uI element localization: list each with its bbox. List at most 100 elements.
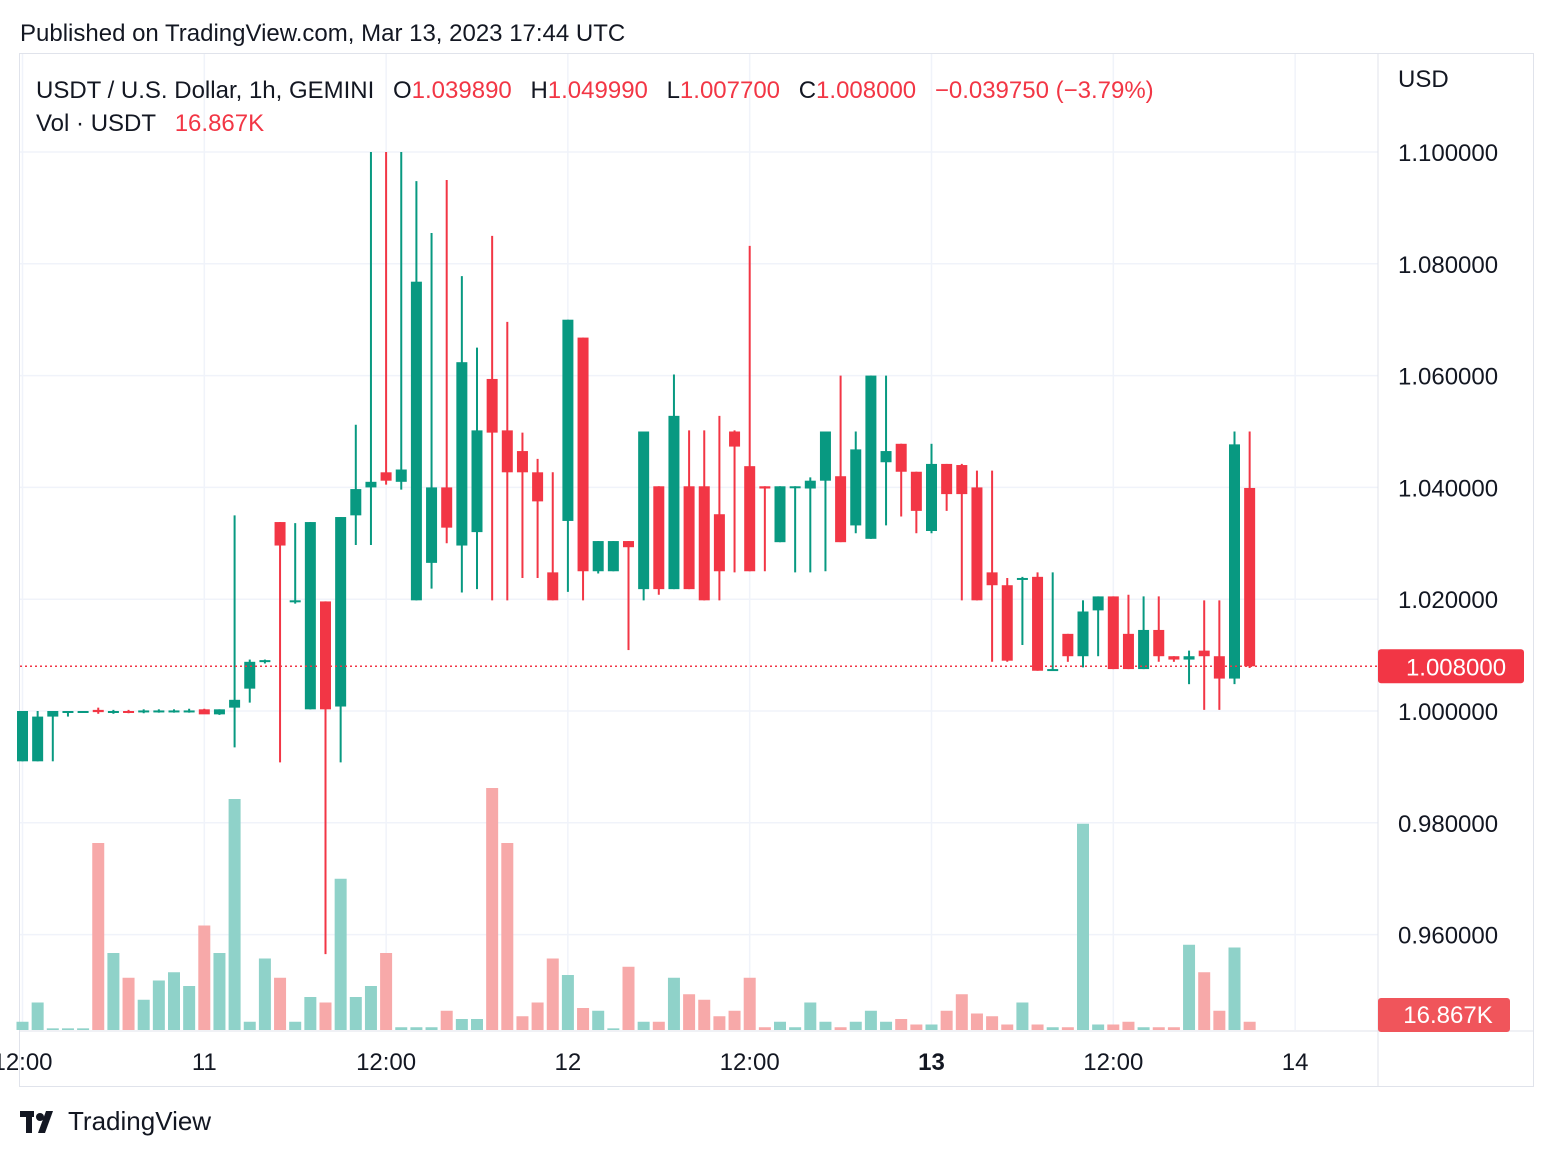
volume-bar: [1092, 1024, 1105, 1030]
published-note: Published on TradingView.com, Mar 13, 20…: [20, 20, 626, 47]
price-axis-labels: 1.100000 1.080000 1.060000 1.040000 1.020000…: [1398, 140, 1498, 950]
candle-body: [865, 375, 877, 539]
volume-bar: [349, 997, 362, 1030]
legend-symbol: USDT / U.S. Dollar, 1h, GEMINI: [36, 77, 375, 104]
brand-name: TradingView: [68, 1106, 212, 1136]
volume-bar: [122, 977, 135, 1030]
time-tick-label: 12:00: [720, 1049, 780, 1076]
candle-body: [441, 487, 453, 528]
price-tick-label: 0.960000: [1398, 923, 1498, 950]
candle-body: [320, 601, 331, 710]
candle-body: [1107, 596, 1119, 670]
candle-body: [668, 415, 680, 590]
volume-bar: [1016, 1002, 1029, 1030]
volume-bar: [213, 953, 226, 1030]
price-tick-label: 1.020000: [1398, 587, 1498, 614]
candle-body: [244, 661, 256, 689]
volume-bar: [652, 1021, 665, 1030]
candle-body: [1077, 611, 1089, 657]
candle-body: [486, 378, 498, 433]
volume-bar: [1137, 1027, 1150, 1030]
volume-bar: [622, 966, 635, 1030]
candle-body: [592, 541, 604, 572]
volume-bar: [940, 1010, 953, 1030]
legend-low-label: L: [666, 77, 680, 104]
candle-body: [547, 572, 559, 601]
volume-bar: [819, 1021, 832, 1030]
volume-bar: [713, 1016, 726, 1030]
volume-bar: [168, 972, 180, 1030]
candle-body: [17, 711, 28, 762]
price-tick-label: 1.060000: [1398, 364, 1498, 391]
legend-volume-value: 16.867K: [174, 110, 265, 137]
volume-bar: [849, 1021, 862, 1030]
time-tick-label: 13: [918, 1049, 945, 1076]
candle-body: [168, 710, 180, 713]
volume-bar: [698, 999, 711, 1030]
candle-body: [1016, 577, 1028, 580]
volume-bar: [1001, 1024, 1014, 1030]
legend-change: −0.039750 (−3.79%): [934, 77, 1154, 104]
candle-body: [501, 430, 513, 473]
volume-bar: [183, 986, 196, 1030]
candle-body: [895, 443, 907, 472]
volume-bar: [243, 1021, 256, 1030]
volume-bar: [1077, 823, 1089, 1030]
volume-bar: [955, 994, 968, 1030]
candle-body: [153, 710, 165, 713]
candle-body: [107, 711, 119, 713]
volume-bar: [758, 1027, 771, 1030]
candle-body: [971, 487, 983, 601]
volume-bar: [198, 925, 211, 1030]
volume-bar: [486, 788, 499, 1030]
candle-body: [123, 711, 135, 713]
time-tick-label: 12:00: [0, 1049, 53, 1076]
volume-bar: [895, 1019, 908, 1030]
legend-open-value: 1.039890: [411, 77, 512, 104]
candle-body: [1092, 596, 1104, 611]
volume-bar: [425, 1027, 438, 1030]
candle-body: [744, 466, 756, 572]
time-tick-label: 12:00: [356, 1049, 416, 1076]
candle-body: [759, 486, 771, 489]
volume-bar: [152, 980, 165, 1030]
volume-bar: [1228, 947, 1241, 1030]
candle-body: [365, 481, 377, 488]
volume-bar: [592, 1010, 605, 1030]
volume-bar: [16, 1021, 29, 1030]
volume-bar: [1183, 944, 1196, 1030]
candle-body: [62, 711, 74, 713]
candle-body: [274, 522, 286, 546]
price-tick-label: 0.980000: [1398, 811, 1498, 838]
legend-volume-row: Vol · USDT 16.867K: [36, 107, 1154, 140]
candle-body: [804, 480, 816, 489]
candle-body: [941, 463, 953, 495]
volume-bar: [667, 977, 680, 1030]
volume-bar: [1213, 1010, 1226, 1030]
candle-body: [229, 699, 241, 708]
candle-body: [910, 471, 922, 511]
price-tick-label: 1.080000: [1398, 252, 1498, 279]
candle-body: [1001, 585, 1013, 661]
volume-bar: [1152, 1027, 1165, 1030]
volume-bar: [1198, 972, 1211, 1030]
volume-bar: [1061, 1027, 1074, 1030]
time-tick-label: 14: [1282, 1049, 1309, 1076]
volume-bar: [683, 994, 696, 1030]
candle-body: [532, 472, 544, 502]
volume-bar: [925, 1024, 938, 1030]
legend: USDT / U.S. Dollar, 1h, GEMINI O1.039890…: [36, 74, 1154, 140]
volume-bar: [471, 1019, 483, 1030]
volume-bar: [137, 999, 150, 1030]
volume-bar: [501, 843, 514, 1030]
legend-close-label: C: [798, 77, 817, 104]
volume-bar: [77, 1028, 90, 1030]
volume-bar: [637, 1021, 650, 1030]
last-volume-badge-bg: [1378, 998, 1510, 1032]
brand-footer[interactable]: TradingView: [20, 1106, 211, 1137]
tradingview-logo-icon: [20, 1110, 53, 1133]
candle-body: [47, 711, 59, 717]
volume-bar: [516, 1016, 529, 1030]
candle-body: [32, 716, 44, 762]
